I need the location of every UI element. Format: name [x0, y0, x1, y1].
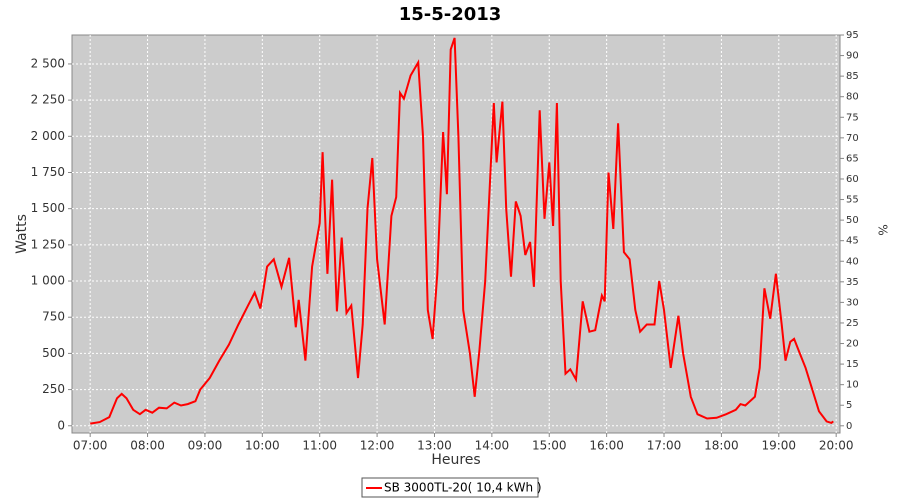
x-tick-label: 17:00: [647, 439, 682, 453]
x-tick-label: 15:00: [532, 439, 567, 453]
chart-title: 15-5-2013: [399, 4, 502, 25]
plot-area: [71, 34, 841, 434]
x-tick-label: 11:00: [302, 439, 337, 453]
y-tick-label: 2 000: [31, 129, 65, 143]
y2-tick-label: 65: [846, 153, 859, 164]
y2-tick-label: 30: [846, 297, 859, 308]
x-tick-label: 18:00: [704, 439, 739, 453]
x-tick-label: 08:00: [130, 439, 165, 453]
x-tick-label: 10:00: [245, 439, 280, 453]
x-tick-label: 16:00: [589, 439, 624, 453]
x-axis-label: Heures: [431, 452, 480, 468]
y2-tick-label: 95: [846, 30, 859, 41]
y2-tick-label: 5: [846, 400, 852, 411]
x-tick-label: 14:00: [475, 439, 510, 453]
y2-tick-label: 90: [846, 51, 859, 62]
y2-tick-label: 50: [846, 215, 859, 226]
y2-tick-label: 80: [846, 92, 859, 103]
y2-tick-label: 25: [846, 318, 859, 329]
y-tick-label: 0: [57, 418, 65, 432]
x-tick-label: 07:00: [73, 439, 108, 453]
y2-tick-label: 75: [846, 112, 859, 123]
series-line: [90, 37, 834, 425]
x-tick-label: 19:00: [761, 439, 796, 453]
y2-tick-label: 85: [846, 71, 859, 82]
y2-tick-label: 45: [846, 236, 859, 247]
y2-tick-label: 20: [846, 339, 859, 350]
y-tick-label: 1 250: [31, 237, 65, 251]
y2-tick-label: 0: [846, 421, 852, 432]
legend: [361, 477, 539, 498]
y-tick-label: 2 500: [31, 56, 65, 70]
y-tick-label: 2 250: [31, 93, 65, 107]
x-tick-label: 09:00: [188, 439, 223, 453]
y2-tick-label: 55: [846, 195, 859, 206]
y-tick-label: 1 000: [31, 274, 65, 288]
y-tick-label: 500: [42, 346, 65, 360]
y2-tick-label: 15: [846, 359, 859, 370]
y-axis-label: Watts: [14, 214, 30, 254]
legend-label: SB 3000TL-20( 10,4 kWh ): [384, 481, 542, 495]
y2-tick-label: 10: [846, 380, 859, 391]
x-tick-label: 20:00: [819, 439, 854, 453]
y2-tick-label: 35: [846, 277, 859, 288]
y2-tick-label: 60: [846, 174, 859, 185]
y-tick-label: 750: [42, 310, 65, 324]
x-tick-label: 12:00: [360, 439, 395, 453]
y2-tick-label: 40: [846, 256, 859, 267]
y-tick-label: 1 500: [31, 201, 65, 215]
y-tick-label: 250: [42, 382, 65, 396]
y2-tick-label: 70: [846, 133, 859, 144]
y2-axis-label: %: [876, 224, 890, 235]
x-tick-label: 13:00: [417, 439, 452, 453]
y-tick-label: 1 750: [31, 165, 65, 179]
